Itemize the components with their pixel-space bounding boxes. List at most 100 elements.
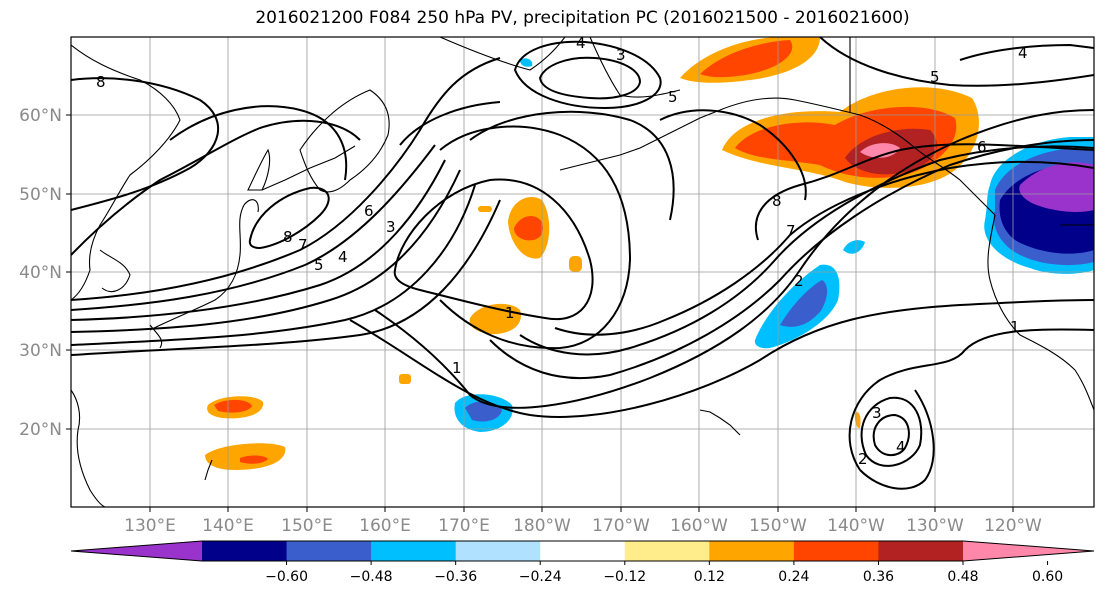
colorbar-tick-label: −0.36 bbox=[434, 569, 477, 585]
pv-contour-5 bbox=[554, 160, 1094, 336]
colorbar-segment bbox=[793, 541, 879, 561]
precip-neg-na-4 bbox=[1019, 162, 1094, 213]
lat-label: 60°N bbox=[19, 106, 62, 126]
coast-philippines bbox=[71, 389, 106, 507]
contour-label: 4 bbox=[338, 248, 348, 266]
coast-kuril bbox=[261, 145, 356, 191]
lon-label: 170°E bbox=[438, 516, 490, 536]
lon-label: 140°W bbox=[827, 516, 885, 536]
precip-pos-small-1 bbox=[569, 256, 582, 272]
contour-label: 6 bbox=[977, 138, 987, 156]
pv-contour-loop2 bbox=[469, 110, 675, 221]
precip-neg-central-core bbox=[780, 280, 828, 327]
colorbar-tick-label: −0.48 bbox=[350, 569, 393, 585]
colorbar-tick-label: 0.12 bbox=[694, 569, 725, 585]
pv-contour bbox=[71, 159, 446, 321]
pv-contour-4 bbox=[519, 145, 1094, 356]
longitude-labels: 130°E 140°E 150°E 160°E 170°E 180°W 170°… bbox=[124, 516, 1042, 536]
precip-pos-alaska-peak bbox=[860, 143, 900, 158]
coast-aleutians bbox=[559, 109, 721, 171]
precip-pos-west-1-core bbox=[214, 399, 252, 413]
colorbar-tick-label: 0.36 bbox=[863, 569, 894, 585]
precip-pos-bering-core bbox=[700, 40, 793, 78]
colorbar-segment bbox=[878, 541, 964, 561]
contour-label: 7 bbox=[786, 222, 796, 240]
pv-contour-low bbox=[393, 178, 594, 321]
lon-label: 120°W bbox=[984, 516, 1042, 536]
pv-contour-mid2 bbox=[399, 101, 501, 146]
colorbar-outline bbox=[70, 540, 1095, 562]
contour-label: 5 bbox=[930, 68, 940, 86]
coast-na-west bbox=[987, 214, 1094, 411]
pv-contour bbox=[71, 57, 501, 301]
pv-contour-8 bbox=[754, 143, 1094, 241]
contour-label: 6 bbox=[364, 202, 374, 220]
lon-label: 140°E bbox=[202, 516, 254, 536]
lon-label: 160°W bbox=[670, 516, 728, 536]
pv-contour bbox=[71, 199, 501, 356]
coast-korea bbox=[99, 249, 131, 293]
pv-contour-south1 bbox=[859, 389, 935, 490]
lon-label: 180°W bbox=[513, 516, 571, 536]
contour-label: 4 bbox=[1018, 44, 1028, 62]
precip-neg-south-core bbox=[465, 401, 502, 422]
pv-contours bbox=[71, 37, 1094, 490]
colorbar-segment bbox=[371, 541, 457, 561]
pv-contour-8a bbox=[71, 119, 361, 256]
colorbar-tick-label: 0.60 bbox=[1032, 569, 1063, 585]
colorbar-segment bbox=[286, 541, 372, 561]
precip-pos-small-3 bbox=[399, 374, 411, 384]
pv-contour-bering2 bbox=[538, 56, 642, 100]
colorbar-tick-label: −0.60 bbox=[265, 569, 308, 585]
colorbar-tick-label: 0.24 bbox=[778, 569, 809, 585]
colorbar-tick-label: −0.12 bbox=[603, 569, 646, 585]
pv-contour-tc2 bbox=[860, 396, 923, 467]
coast-hawaii bbox=[699, 409, 741, 436]
lon-label: 160°E bbox=[359, 516, 411, 536]
axis-ticks bbox=[66, 114, 1014, 512]
coast-alaska-south bbox=[719, 97, 996, 216]
colorbar-segment bbox=[709, 541, 795, 561]
lon-label: 150°E bbox=[281, 516, 333, 536]
coastlines bbox=[71, 37, 1094, 507]
pv-contour-mid bbox=[659, 109, 807, 201]
lon-label: 130°E bbox=[124, 516, 176, 536]
lat-label: 30°N bbox=[19, 341, 62, 361]
pv-contour-bering bbox=[513, 40, 662, 110]
lon-label: 150°W bbox=[749, 516, 807, 536]
contour-label: 4 bbox=[576, 34, 586, 52]
map-title: 2016021200 F084 250 hPa PV, precipitatio… bbox=[255, 8, 910, 28]
colorbar-extend-low bbox=[71, 541, 202, 561]
coast-sakhalin bbox=[247, 148, 271, 191]
contour-label: 1 bbox=[505, 304, 515, 322]
coast-nmarianas bbox=[204, 459, 213, 481]
precip-shading bbox=[205, 37, 1094, 470]
contour-label: 4 bbox=[896, 438, 906, 456]
contour-label: 8 bbox=[283, 228, 293, 246]
contour-labels: 8 4 3 5 8 7 5 4 6 3 1 8 7 2 5 6 4 1 1 3 … bbox=[96, 34, 1028, 468]
lat-label: 50°N bbox=[19, 185, 62, 205]
pv-contour-2 bbox=[489, 139, 1094, 379]
pv-contour-blob bbox=[248, 186, 330, 250]
colorbar-tick-label: 0.48 bbox=[947, 569, 978, 585]
coast-asia-mainland bbox=[71, 44, 181, 301]
precip-neg-small bbox=[843, 240, 865, 254]
pv-contour bbox=[71, 169, 461, 333]
contour-label: 8 bbox=[96, 73, 106, 91]
contour-label: 3 bbox=[386, 218, 396, 236]
lon-label: 130°W bbox=[906, 516, 964, 536]
coast-kyushu bbox=[149, 324, 163, 349]
contour-label: 2 bbox=[794, 272, 804, 290]
lat-label: 20°N bbox=[19, 420, 62, 440]
lon-label: 170°W bbox=[592, 516, 650, 536]
contour-label: 8 bbox=[772, 192, 782, 210]
colorbar-extend-high bbox=[963, 541, 1094, 561]
precip-neg-tiny bbox=[520, 58, 533, 67]
colorbar-segment bbox=[624, 541, 710, 561]
coast-chukotka bbox=[439, 37, 566, 71]
pv-contour-tc3 bbox=[872, 413, 910, 457]
colorbar-segment bbox=[202, 541, 288, 561]
colorbar: −0.60 −0.48 −0.36 −0.24 −0.12 0.12 0.24 0.36 0.4… bbox=[70, 540, 1095, 585]
contour-label: 7 bbox=[298, 236, 308, 254]
